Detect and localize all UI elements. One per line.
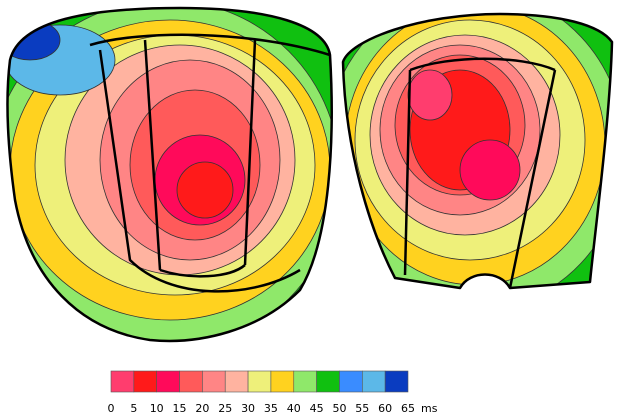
colorbar-unit: ms	[421, 402, 438, 415]
colorbar-swatch	[270, 370, 295, 393]
colorbar-swatch	[224, 370, 249, 393]
colorbar-tick-label: 45	[310, 402, 324, 415]
colorbar-swatch	[316, 370, 340, 393]
colorbar-swatch	[110, 370, 135, 393]
colorbar-swatch	[133, 370, 157, 393]
colorbar-tick-label: 30	[241, 402, 255, 415]
colorbar-tick-label: 55	[355, 402, 369, 415]
colorbar-tick-label: 15	[173, 402, 187, 415]
colorbar-tick-label: 60	[378, 402, 392, 415]
colorbar-swatch	[179, 370, 203, 393]
colorbar-tick-label: 0	[108, 402, 115, 415]
colorbar-swatch	[293, 370, 317, 393]
left-heart-outline	[6, 6, 333, 343]
colorbar-swatch	[362, 370, 386, 393]
colorbar-tick-label: 65	[401, 402, 415, 415]
colorbar-tick-label: 10	[150, 402, 164, 415]
colorbar-tick-label: 20	[195, 402, 209, 415]
left-heart-map	[7, 8, 332, 341]
colorbar-swatch	[202, 370, 226, 393]
colorbar-tick-label: 50	[332, 402, 346, 415]
colorbar-tick-label: 35	[264, 402, 278, 415]
colorbar-swatch	[156, 370, 180, 393]
colorbar-tick-label: 5	[130, 402, 137, 415]
right-heart-outline	[341, 12, 614, 290]
right-heart-map	[343, 14, 612, 288]
colorbar-tick-label: 40	[287, 402, 301, 415]
colorbar-swatch	[247, 370, 272, 393]
colorbar-swatch	[384, 370, 409, 393]
colorbar-swatch	[339, 370, 363, 393]
colorbar: 0 5 10 15 20 25 30 35 40 45 50 55 60 65	[108, 370, 415, 415]
colorbar-tick-label: 25	[218, 402, 232, 415]
